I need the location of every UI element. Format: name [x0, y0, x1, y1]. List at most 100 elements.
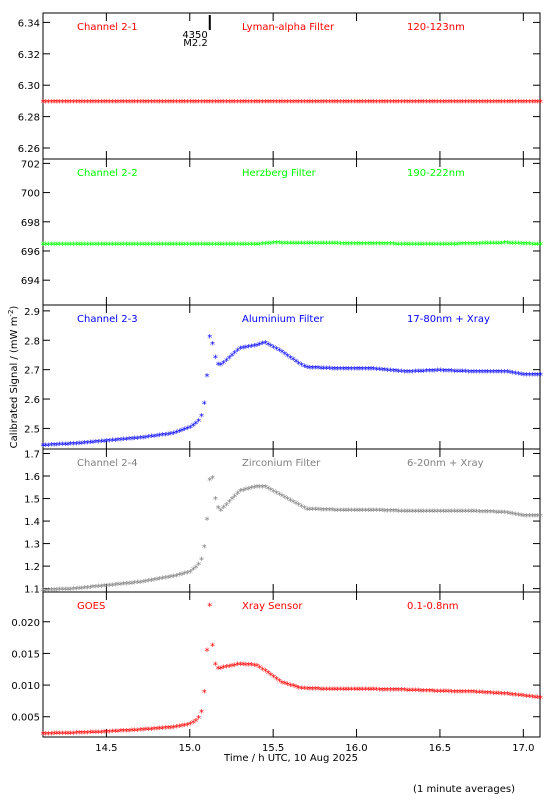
data-point: *	[238, 98, 243, 109]
data-point: *	[255, 662, 260, 673]
data-point: *	[449, 367, 454, 378]
data-point: *	[455, 240, 460, 251]
data-point: *	[57, 586, 62, 597]
data-point: *	[230, 98, 235, 109]
data-point: *	[213, 98, 218, 109]
data-point: *	[168, 241, 173, 252]
data-point: *	[321, 364, 326, 375]
data-point: *	[463, 508, 468, 519]
data-point: *	[355, 98, 360, 109]
data-point: *	[368, 686, 373, 697]
data-point: *	[246, 241, 251, 252]
data-point: *	[213, 495, 218, 506]
data-point: *	[182, 241, 187, 252]
data-point: *	[54, 441, 59, 452]
y-tick-label: 2.5	[24, 424, 40, 435]
data-point: *	[377, 240, 382, 251]
data-point: *	[216, 241, 221, 252]
data-point: *	[402, 98, 407, 109]
data-point: *	[538, 694, 543, 705]
data-point: *	[263, 667, 268, 678]
data-point: *	[330, 240, 335, 251]
data-point: *	[43, 441, 48, 452]
data-point: *	[302, 363, 307, 374]
data-point: *	[268, 239, 273, 250]
data-point: *	[85, 584, 90, 595]
data-point: *	[396, 98, 401, 109]
data-point: *	[274, 98, 279, 109]
data-point: *	[257, 98, 262, 109]
data-point: *	[341, 240, 346, 251]
data-point: *	[521, 240, 526, 251]
data-point: *	[193, 563, 198, 574]
data-point: *	[419, 367, 424, 378]
data-point: *	[207, 98, 212, 109]
data-point: *	[157, 575, 162, 586]
data-point: *	[132, 435, 137, 446]
y-tick-label: 696	[21, 247, 40, 258]
data-point: *	[310, 364, 315, 375]
data-point: *	[135, 241, 140, 252]
data-point: *	[299, 684, 304, 695]
data-point: *	[113, 98, 118, 109]
data-point: *	[380, 686, 385, 697]
data-point: *	[421, 240, 426, 251]
data-point: *	[374, 686, 379, 697]
data-point: *	[202, 688, 207, 699]
data-point: *	[527, 371, 532, 382]
data-point: *	[474, 240, 479, 251]
data-point: *	[46, 730, 51, 741]
data-point: *	[507, 369, 512, 380]
data-point: *	[496, 690, 501, 701]
data-point: *	[327, 506, 332, 517]
data-point: *	[188, 720, 193, 731]
y-tick-label: 702	[21, 159, 40, 170]
data-point: *	[357, 98, 362, 109]
data-point: *	[343, 240, 348, 251]
data-point: *	[513, 370, 518, 381]
data-point: *	[335, 365, 340, 376]
data-point: *	[141, 241, 146, 252]
data-point: *	[410, 240, 415, 251]
data-point: *	[441, 688, 446, 699]
data-point: *	[488, 240, 493, 251]
data-point: *	[135, 434, 140, 445]
data-point: *	[46, 241, 51, 252]
data-point: *	[263, 240, 268, 251]
data-point: *	[185, 721, 190, 732]
data-point: *	[143, 98, 148, 109]
data-point: *	[421, 98, 426, 109]
data-point: *	[268, 342, 273, 353]
data-point: *	[444, 508, 449, 519]
data-point: *	[118, 580, 123, 591]
data-point: *	[335, 506, 340, 517]
data-point: *	[502, 690, 507, 701]
data-point: *	[252, 661, 257, 672]
data-point: *	[243, 661, 248, 672]
data-point: *	[499, 368, 504, 379]
data-point: *	[152, 98, 157, 109]
data-point: *	[299, 361, 304, 372]
data-point: *	[243, 486, 248, 497]
data-point: *	[480, 508, 485, 519]
data-point: *	[177, 241, 182, 252]
data-point: *	[435, 687, 440, 698]
panels-group: 6.26 6.28 6.30 6.32 6.34 Channel 2-1 Lyman-alp…	[11, 12, 543, 741]
data-point: *	[57, 730, 62, 741]
data-point: *	[527, 240, 532, 251]
data-point: *	[346, 98, 351, 109]
data-point: *	[232, 349, 237, 360]
data-point: *	[96, 98, 101, 109]
data-point: *	[282, 239, 287, 250]
data-point: *	[274, 345, 279, 356]
data-point: *	[538, 512, 543, 523]
data-point: *	[338, 506, 343, 517]
data-point: *	[377, 366, 382, 377]
data-point: *	[54, 241, 59, 252]
event-marker-number: 4350	[182, 30, 207, 41]
data-point: *	[307, 505, 312, 516]
data-point: *	[82, 584, 87, 595]
data-point: *	[88, 439, 93, 450]
data-point: *	[202, 241, 207, 252]
data-point: *	[91, 729, 96, 740]
